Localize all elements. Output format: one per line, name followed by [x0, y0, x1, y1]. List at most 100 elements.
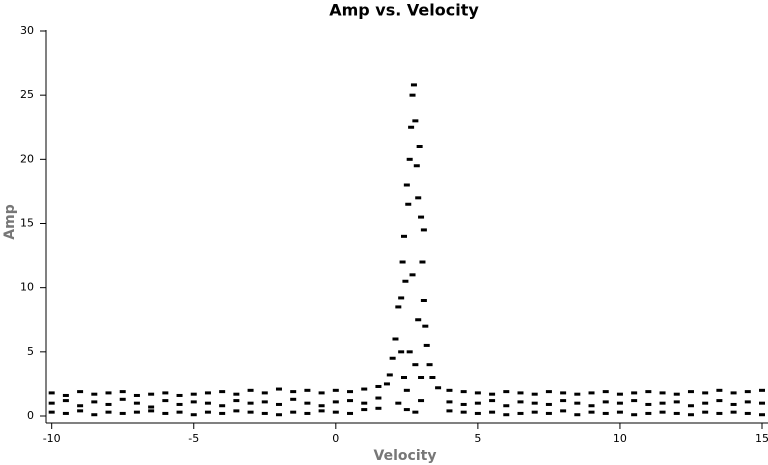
point — [531, 410, 538, 414]
point — [687, 390, 694, 394]
point — [77, 390, 84, 394]
point — [429, 376, 436, 379]
point — [588, 404, 595, 408]
point — [616, 392, 623, 396]
point — [399, 260, 406, 264]
x-tick-label: 0 — [332, 432, 339, 445]
x-tick-label: 5 — [474, 432, 481, 445]
point — [412, 119, 419, 123]
point — [702, 401, 709, 405]
point — [247, 401, 254, 405]
point — [645, 390, 652, 394]
point — [588, 391, 595, 395]
point — [105, 402, 112, 406]
x-tick-label: -10 — [43, 432, 61, 445]
x-tick-label: 10 — [613, 432, 627, 445]
point — [716, 388, 723, 392]
point — [62, 399, 69, 403]
point — [403, 408, 410, 412]
point — [386, 373, 393, 377]
point — [419, 260, 426, 264]
point — [406, 350, 413, 354]
point — [405, 202, 412, 206]
x-tick-label: 15 — [755, 432, 768, 445]
point — [687, 404, 694, 408]
point — [744, 390, 751, 394]
point — [426, 363, 433, 367]
point — [176, 393, 183, 397]
point — [730, 391, 737, 395]
point — [474, 411, 481, 415]
point — [162, 399, 169, 403]
point — [275, 402, 282, 406]
point — [503, 404, 510, 408]
point — [730, 402, 737, 406]
point — [503, 390, 510, 394]
point — [332, 400, 339, 404]
point — [446, 400, 453, 404]
point — [631, 391, 638, 395]
point — [702, 391, 709, 395]
y-tick-label: 20 — [20, 152, 34, 165]
point — [730, 410, 737, 414]
point — [219, 411, 226, 415]
point — [105, 391, 112, 395]
point — [545, 402, 552, 406]
point — [474, 391, 481, 395]
point — [290, 390, 297, 394]
point — [418, 376, 425, 379]
point — [347, 411, 354, 415]
point — [233, 399, 240, 403]
point — [716, 399, 723, 403]
point — [423, 343, 430, 347]
point — [716, 411, 723, 415]
point — [412, 363, 419, 367]
point — [415, 318, 422, 322]
point — [574, 401, 581, 405]
point — [133, 410, 140, 414]
point — [383, 382, 390, 386]
point — [77, 404, 84, 408]
point — [409, 273, 416, 277]
point — [413, 164, 420, 168]
point — [219, 404, 226, 408]
point — [119, 411, 126, 415]
point — [616, 401, 623, 405]
point — [401, 376, 407, 379]
point — [62, 393, 69, 397]
point — [759, 388, 765, 392]
point — [247, 410, 254, 414]
point — [48, 401, 55, 405]
point — [460, 390, 467, 394]
point — [375, 406, 382, 410]
point — [304, 411, 311, 415]
point — [418, 215, 425, 219]
point — [616, 410, 623, 414]
y-tick-label: 0 — [27, 409, 34, 422]
point — [347, 399, 354, 403]
point — [560, 391, 567, 395]
point — [545, 390, 552, 394]
point — [148, 409, 155, 413]
point — [446, 409, 453, 413]
point — [133, 401, 140, 405]
point — [48, 410, 55, 414]
point — [261, 400, 268, 404]
point — [673, 400, 680, 404]
point — [148, 405, 155, 409]
point — [361, 387, 368, 391]
point — [409, 93, 416, 97]
point — [91, 392, 98, 396]
point — [119, 397, 126, 401]
point — [347, 390, 354, 394]
point — [489, 410, 496, 414]
point — [105, 410, 112, 414]
point — [77, 409, 84, 413]
point — [290, 397, 297, 401]
point — [119, 390, 126, 394]
point — [412, 410, 419, 414]
point — [261, 391, 268, 395]
point — [398, 350, 405, 354]
point — [410, 83, 417, 87]
point — [602, 411, 609, 415]
